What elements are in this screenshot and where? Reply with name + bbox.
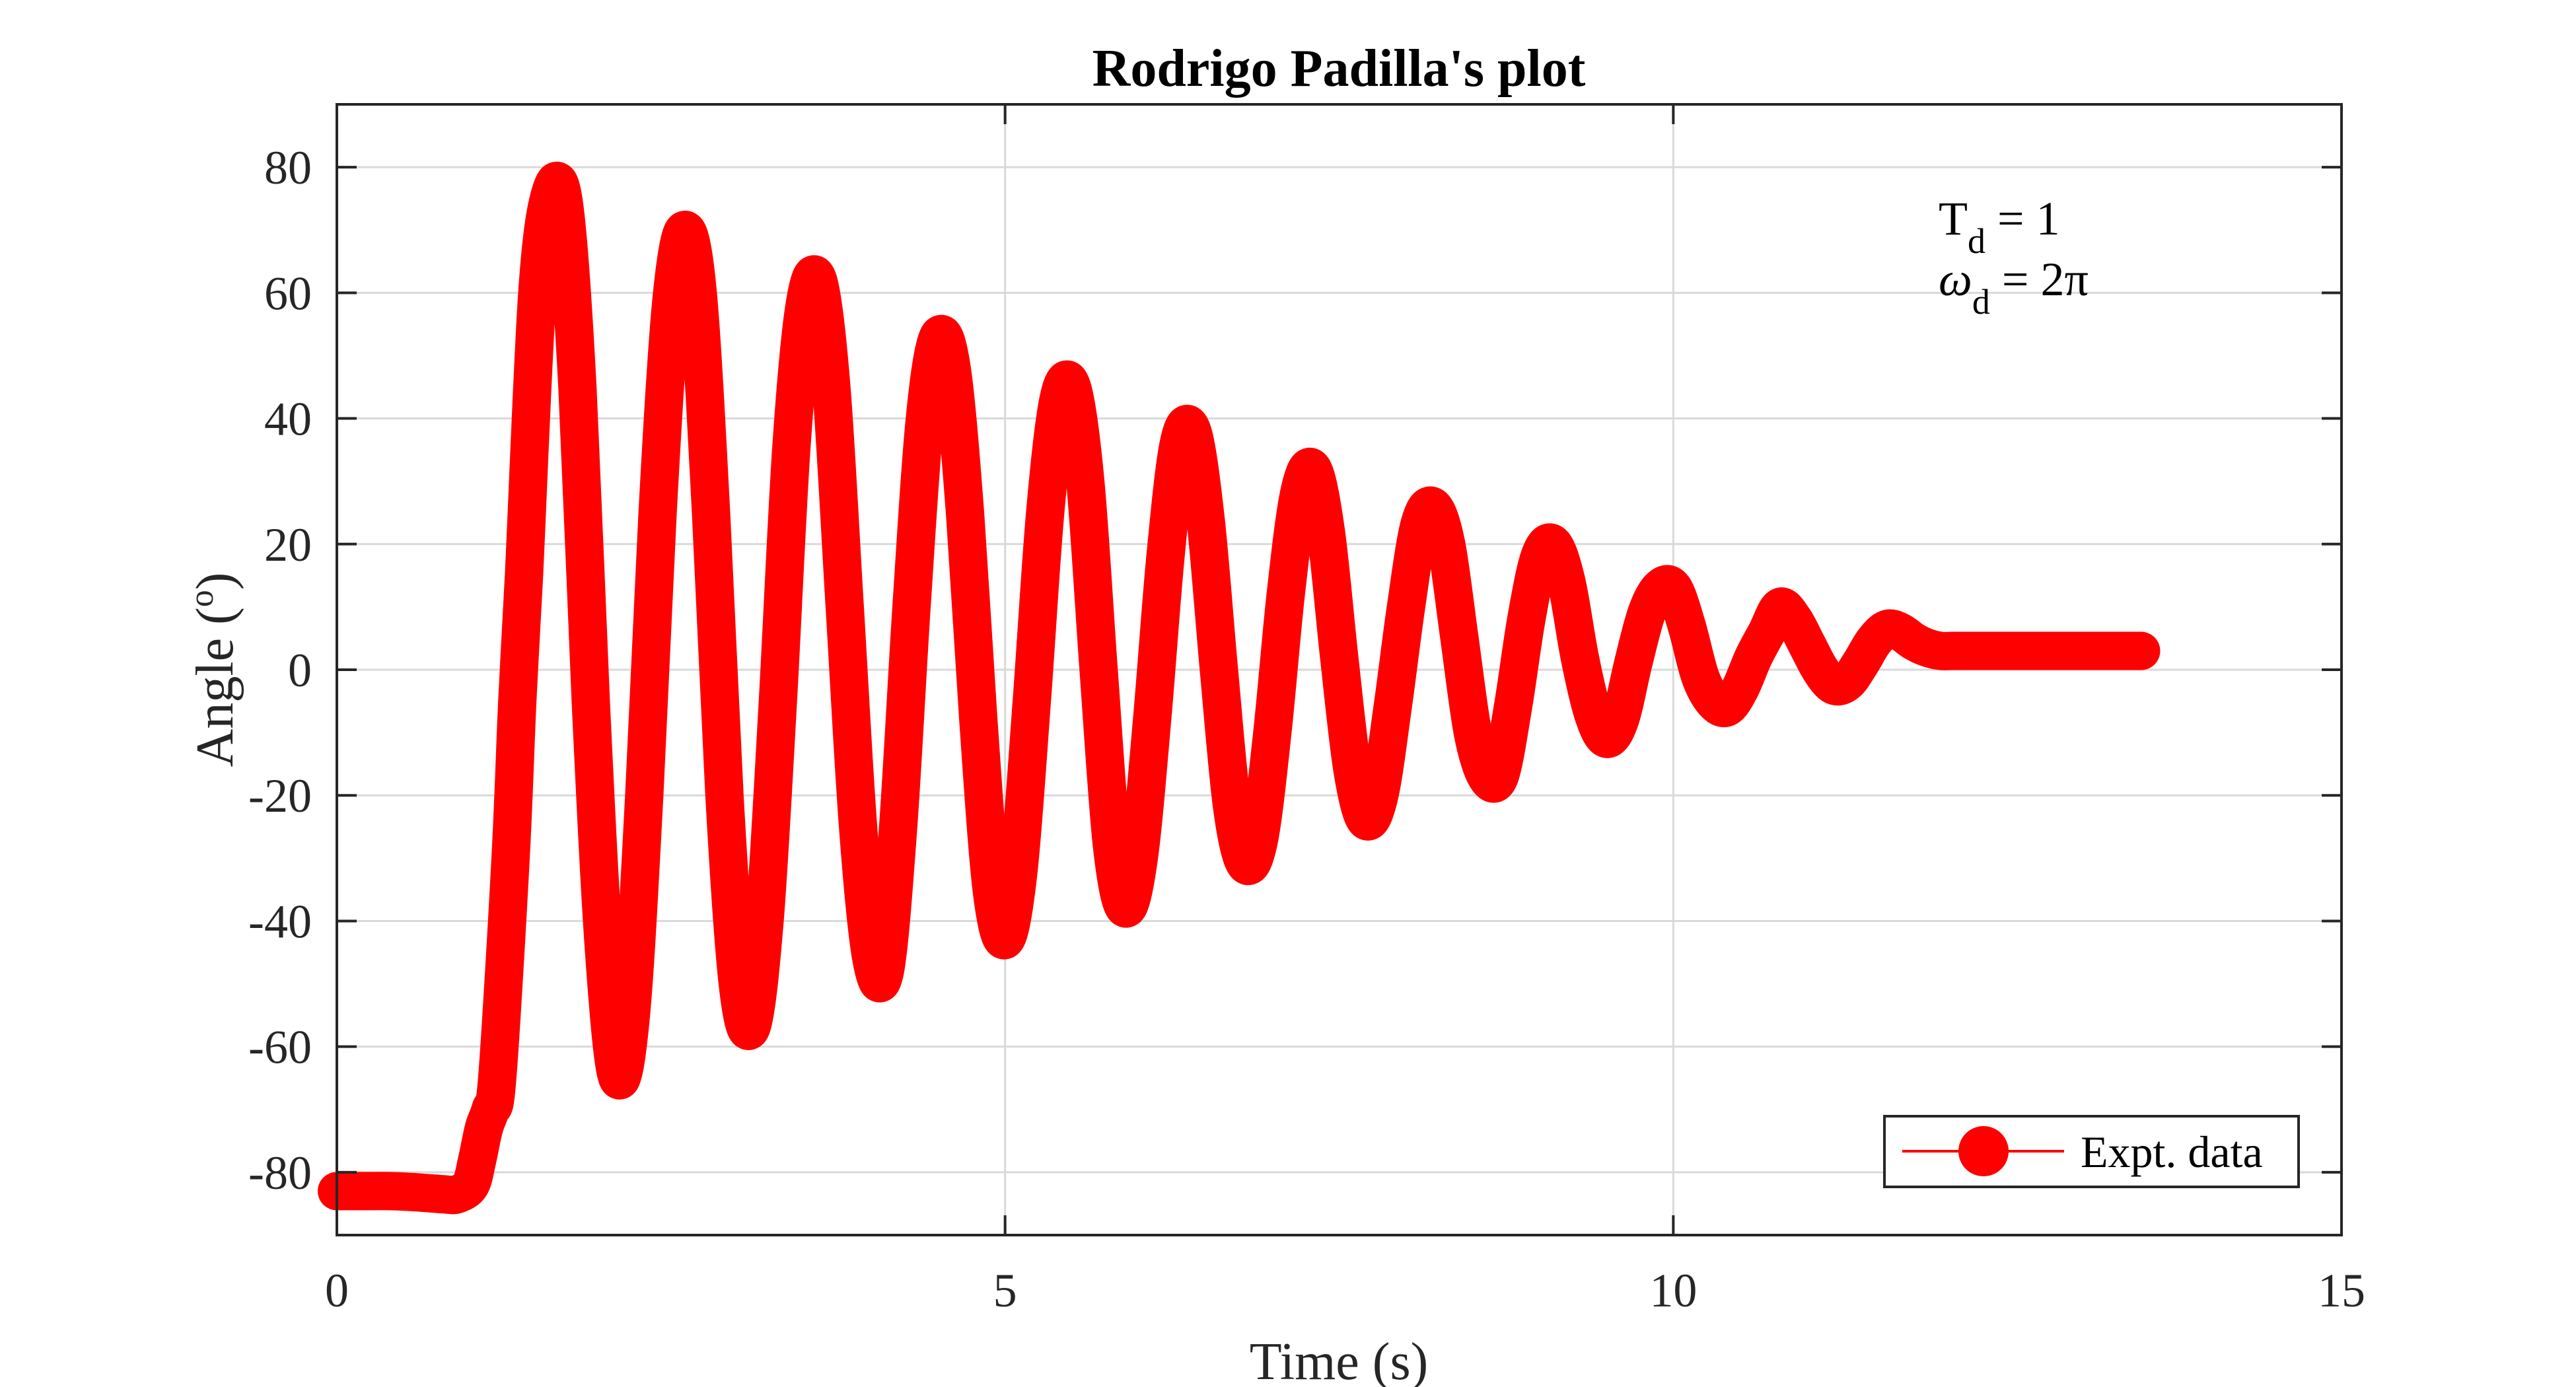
chart-title: Rodrigo Padilla's plot [1092,40,1586,98]
y-tick-label: 80 [264,141,312,194]
annotation-td: Td = 1 [1939,192,2060,261]
annotation-wd-rest: = 2π [1990,253,2089,306]
legend-box [1883,1115,2300,1188]
annotation-td-sub: d [1968,221,1986,261]
legend-label: Expt. data [2081,1127,2263,1177]
y-axis-label-sup: o [183,590,221,607]
y-tick-label: 40 [264,393,312,446]
x-tick-label: 5 [993,1264,1017,1317]
annotation-td-main: T [1939,192,1968,245]
legend-marker [1958,1126,2009,1176]
annotation-wd-main: ω [1939,253,1972,306]
y-axis-label-main: Angle ( [186,607,244,767]
y-axis-label-close: ) [186,573,244,590]
y-tick-label: -20 [248,769,312,822]
y-tick-label: -60 [248,1021,312,1074]
annotation-wd: ωd = 2π [1939,253,2089,322]
y-tick-label: 0 [288,644,312,697]
annotation-td-rest: = 1 [1986,192,2060,245]
y-axis-label: Angle (o) [183,573,244,767]
y-tick-label: -40 [248,895,312,948]
legend: Expt. data [1883,1115,2300,1188]
x-tick-label: 15 [2318,1264,2365,1317]
y-tick-label: 20 [264,518,312,571]
annotation-wd-sub: d [1972,282,1990,322]
y-tick-label: 60 [264,267,312,320]
x-tick-label: 10 [1649,1264,1697,1317]
x-tick-label: 0 [325,1264,349,1317]
tick-labels: 0 5 10 15 -80 -60 -40 -20 0 20 40 60 80 [248,141,2365,1317]
axis-ticks [336,104,2343,1235]
y-tick-label: -80 [248,1147,312,1199]
series-line-expt-data [318,161,2161,1215]
x-axis-label: Time (s) [1250,1333,1428,1387]
